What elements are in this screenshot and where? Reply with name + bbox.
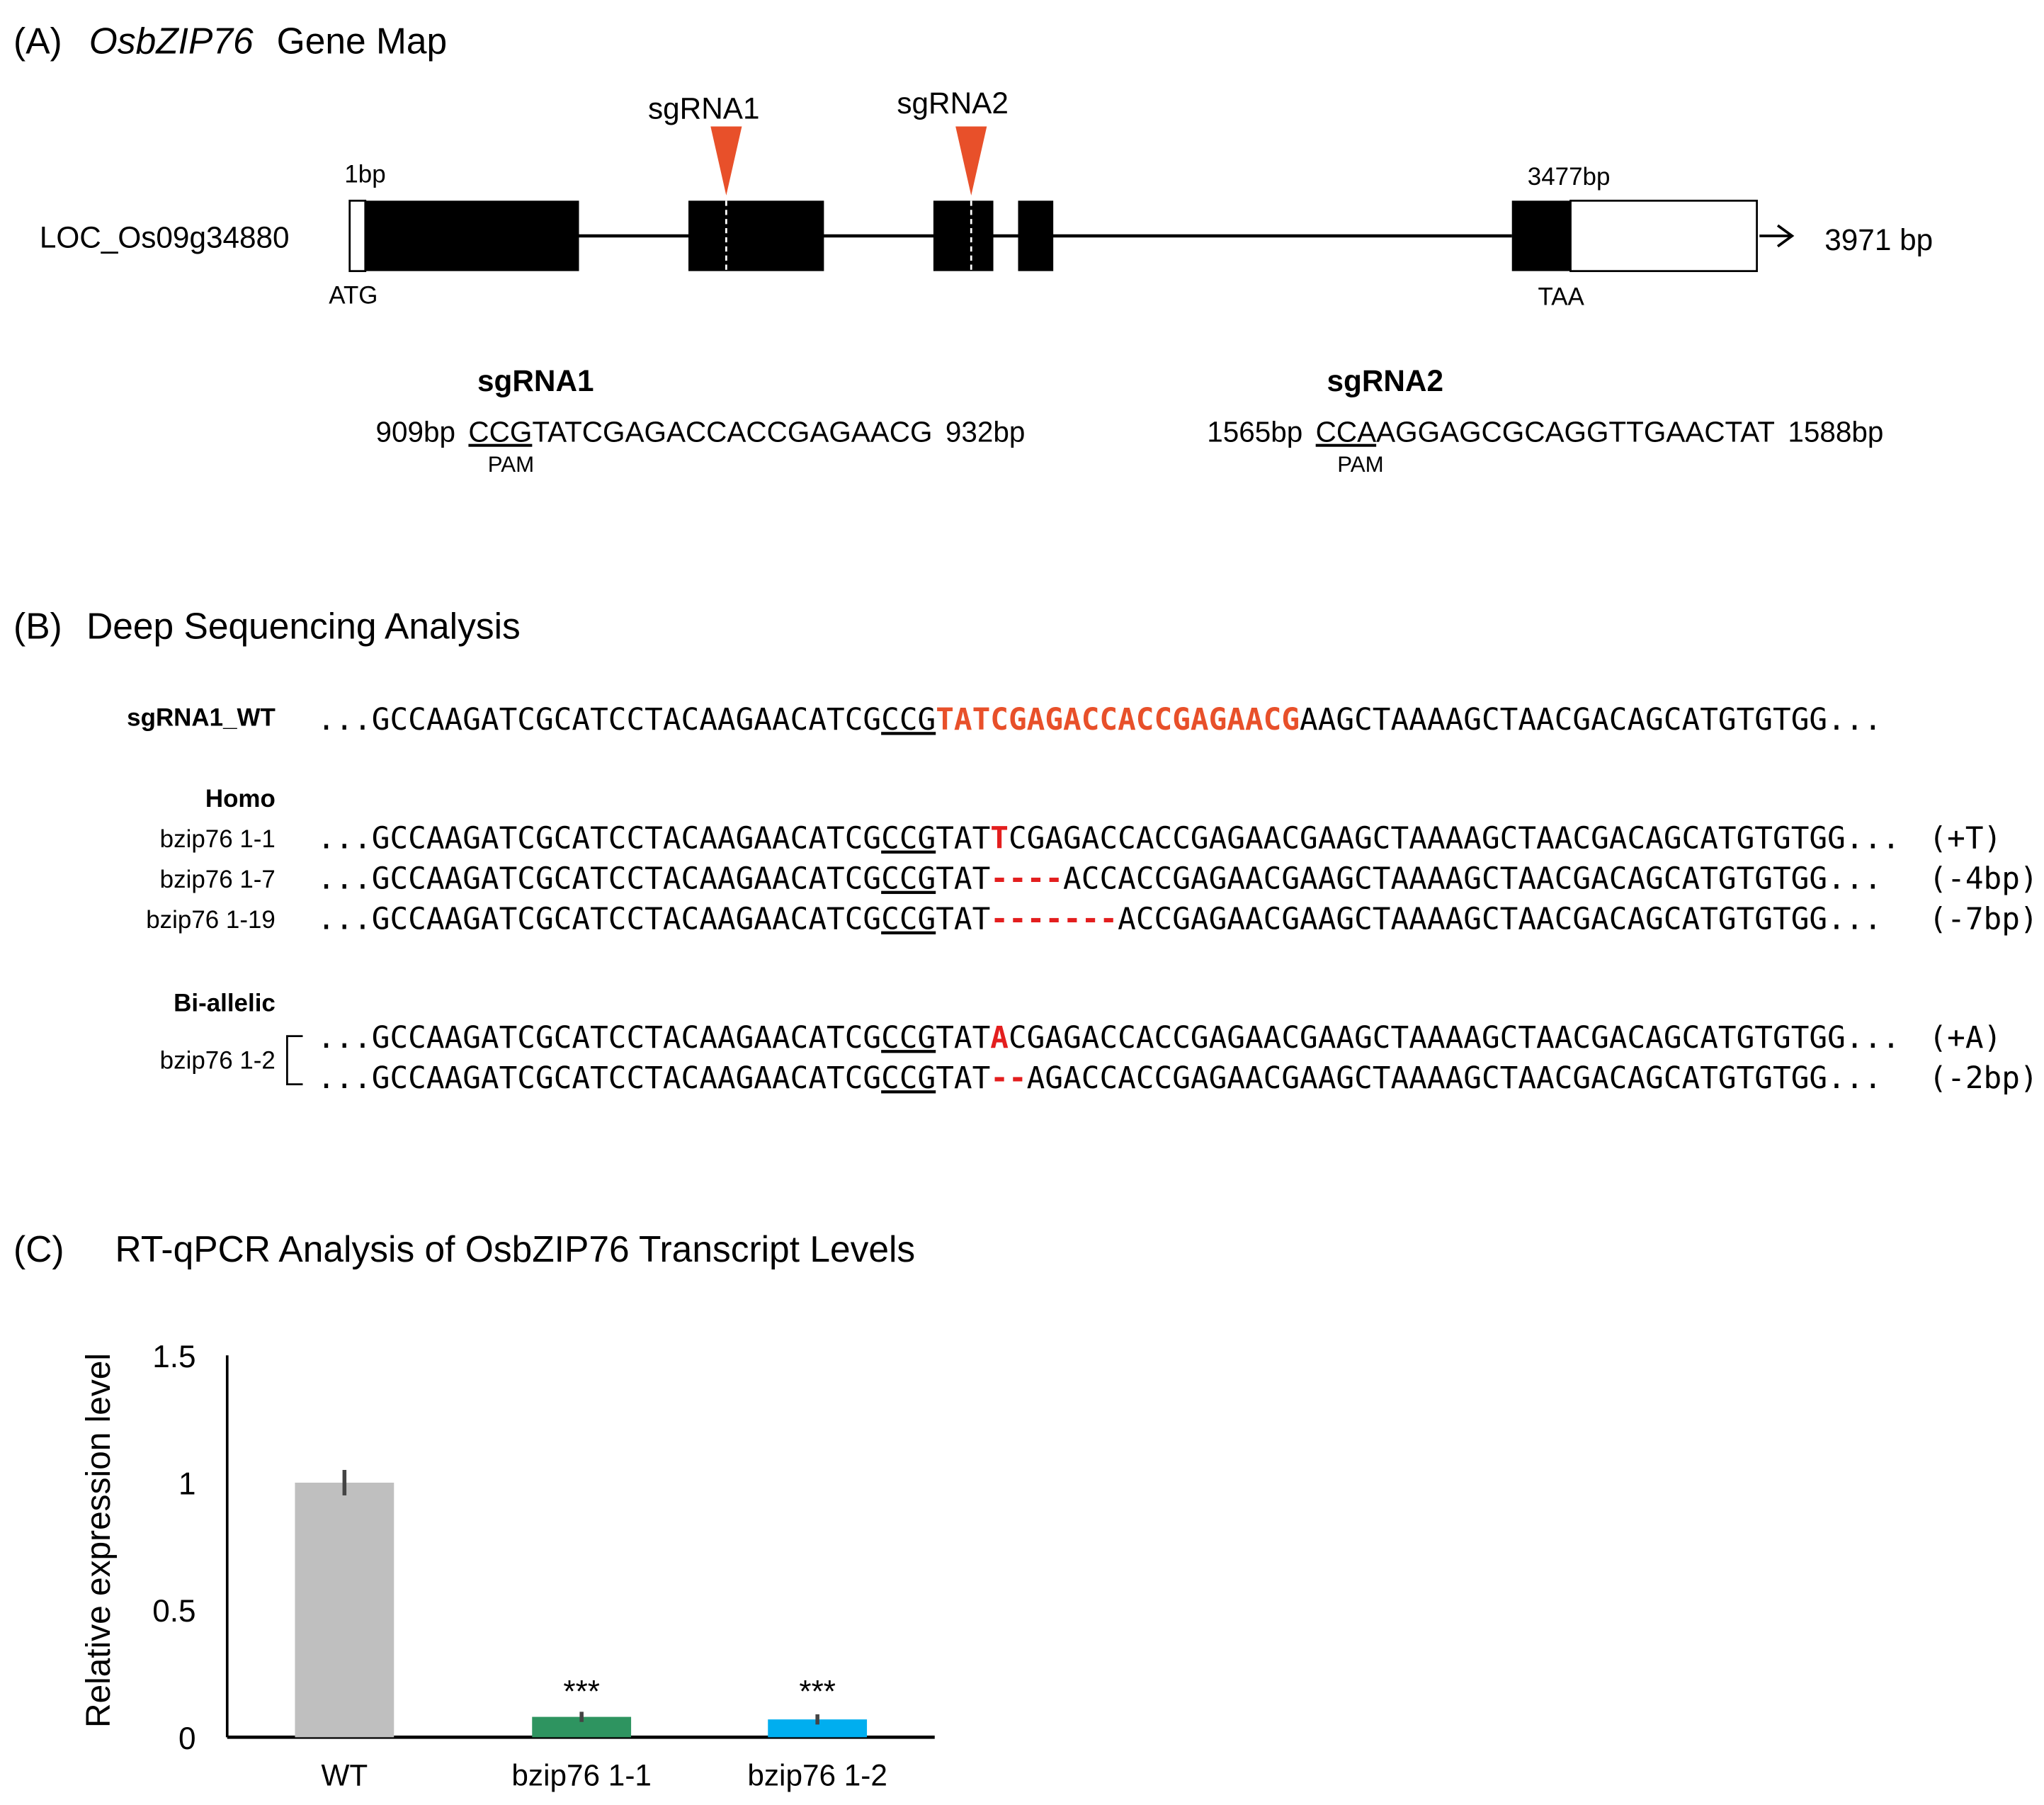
exon-5 bbox=[1511, 200, 1571, 271]
y-tick-label: 1 bbox=[178, 1467, 196, 1502]
exon-1 bbox=[365, 200, 579, 271]
start-position: 1bp bbox=[344, 161, 385, 188]
significance-label: *** bbox=[799, 1675, 836, 1709]
sgrna1-marker-label: sgRNA1 bbox=[648, 91, 760, 125]
x-tick-label: bzip76 1-2 bbox=[747, 1758, 887, 1792]
mutation-note: (-7bp) bbox=[1929, 902, 2038, 937]
mutation-note: (-4bp) bbox=[1929, 861, 2038, 897]
mutant-sequence: ...GCCAAGATCGCATCCTACAAGAACATCGCCGTATTCG… bbox=[317, 821, 1900, 856]
y-axis-label: Relative expression level bbox=[80, 1353, 118, 1728]
gene-id: LOC_Os09g34880 bbox=[40, 221, 290, 254]
panel-c-label: (C) bbox=[13, 1228, 64, 1269]
mutant-label: bzip76 1-7 bbox=[160, 866, 276, 893]
mutant-sequence: ...GCCAAGATCGCATCCTACAAGAACATCGCCGTATACG… bbox=[317, 1020, 1900, 1056]
gene-length: 3971 bp bbox=[1824, 223, 1933, 256]
mutant-label: bzip76 1-2 bbox=[160, 1047, 276, 1075]
panel-b-label: (B) bbox=[13, 605, 62, 646]
mutant-label: bzip76 1-19 bbox=[146, 906, 276, 934]
stop-codon: TAA bbox=[1538, 283, 1585, 310]
panel-a-label: (A) bbox=[13, 20, 62, 61]
mutation-note: (+A) bbox=[1929, 1020, 2002, 1056]
significance-label: *** bbox=[563, 1675, 600, 1709]
x-tick-label: WT bbox=[321, 1758, 368, 1792]
arrow-head-icon bbox=[1776, 224, 1795, 248]
panel-b-title: Deep Sequencing Analysis bbox=[86, 605, 521, 646]
utr-3 bbox=[1569, 199, 1758, 273]
exon-4 bbox=[1018, 200, 1054, 271]
stop-position: 3477bp bbox=[1528, 163, 1611, 191]
sgrna1-pam-label: PAM bbox=[488, 452, 534, 477]
allele-bracket bbox=[286, 1035, 303, 1086]
mutation-note: (+T) bbox=[1929, 821, 2002, 856]
mutant-sequence: ...GCCAAGATCGCATCCTACAAGAACATCGCCGTAT---… bbox=[317, 902, 1882, 937]
sgrna2-sequence: 1565bp CCAAGGAGCGCAGGTTGAACTAT 1588bp bbox=[1207, 416, 1883, 448]
bar-chart: 0 0.5 1 1.5 WT bzip76 1-1 *** bzip76 1-2 *** bbox=[152, 1340, 935, 1792]
mutant-rows: bzip76 1-1 ...GCCAAGATCGCATCCTACAAGAACATC… bbox=[146, 821, 2038, 1097]
mutation-note: (-2bp) bbox=[1929, 1060, 2038, 1096]
wt-sequence: ...GCCAAGATCGCATCCTACAAGAACATCGCCGTATCGA… bbox=[317, 702, 1882, 737]
panel-a-title: Gene Map bbox=[277, 20, 447, 61]
mutant-label: bzip76 1-1 bbox=[160, 825, 276, 853]
exon-3 bbox=[933, 200, 994, 271]
mutant-sequence: ...GCCAAGATCGCATCCTACAAGAACATCGCCGTAT--A… bbox=[317, 1060, 1882, 1096]
panel-c: (C) RT-qPCR Analysis of OsbZIP76 Transcr… bbox=[13, 1228, 935, 1792]
utr-5 bbox=[348, 199, 367, 273]
start-codon: ATG bbox=[329, 282, 377, 310]
bar bbox=[295, 1482, 394, 1738]
sgrna2-marker-icon bbox=[955, 126, 987, 196]
x-tick-label: bzip76 1-1 bbox=[511, 1758, 652, 1792]
sgrna1-sequence: 909bp CCGTATCGAGACCACCGAGAACG 932bp bbox=[376, 416, 1026, 448]
panel-a: (A) OsbZIP76 Gene Map LOC_Os09g34880 397… bbox=[13, 20, 1933, 477]
y-tick-label: 0 bbox=[178, 1721, 196, 1756]
exon-2 bbox=[688, 200, 824, 271]
homo-label: Homo bbox=[205, 785, 276, 813]
sgrna2-pam-label: PAM bbox=[1337, 452, 1383, 477]
panel-a-title-gene: OsbZIP76 bbox=[89, 20, 254, 61]
sgrna2-marker-label: sgRNA2 bbox=[897, 86, 1009, 120]
y-tick-label: 0.5 bbox=[152, 1594, 195, 1629]
panel-c-title: RT-qPCR Analysis of OsbZIP76 Transcript … bbox=[115, 1228, 916, 1269]
panel-b: (B) Deep Sequencing Analysis sgRNA1_WT .… bbox=[13, 605, 2038, 1096]
sgrna1-title: sgRNA1 bbox=[477, 364, 594, 397]
biallelic-label: Bi-allelic bbox=[174, 990, 276, 1017]
sgrna2-title: sgRNA2 bbox=[1327, 364, 1443, 397]
wt-label: sgRNA1_WT bbox=[127, 704, 276, 732]
sgrna1-marker-icon bbox=[710, 126, 742, 196]
y-tick-label: 1.5 bbox=[152, 1340, 195, 1374]
mutant-sequence: ...GCCAAGATCGCATCCTACAAGAACATCGCCGTAT---… bbox=[317, 861, 1882, 897]
